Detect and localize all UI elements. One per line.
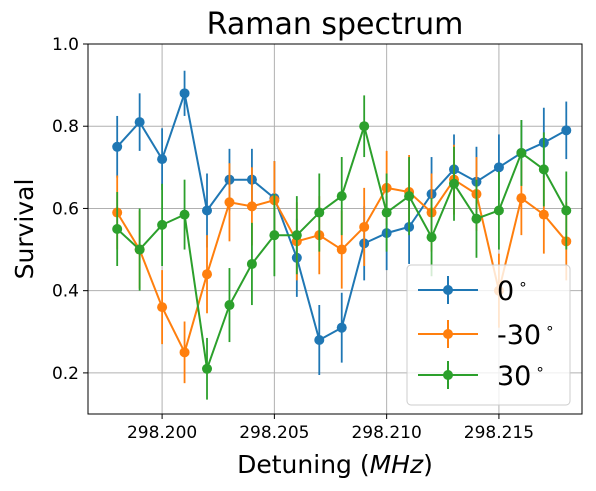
- y-tick-label: 0.6: [52, 199, 79, 219]
- data-point: [246, 201, 257, 212]
- data-point: [359, 221, 370, 232]
- data-point: [516, 193, 527, 204]
- legend-item-30deg: 30 ∘: [418, 360, 545, 392]
- x-tick-label: 298.210: [351, 423, 421, 443]
- legend-item-0deg: 0 ∘: [418, 275, 528, 307]
- x-axis-label-suffix: ): [423, 450, 433, 479]
- y-tick-label: 1.0: [52, 35, 79, 55]
- legend-items: 0 ∘ -30 ∘ 30 ∘: [418, 275, 555, 392]
- data-point: [179, 209, 190, 220]
- legend-marker: [443, 285, 453, 295]
- data-point: [157, 219, 168, 230]
- data-point: [291, 230, 302, 241]
- y-tick-label: 0.8: [52, 117, 79, 137]
- y-tick-label: 0.4: [52, 282, 79, 302]
- data-point: [538, 209, 549, 220]
- data-point: [561, 205, 572, 216]
- data-point: [336, 191, 347, 202]
- data-point: [224, 197, 235, 208]
- data-point: [157, 154, 168, 165]
- x-axis-label-prefix: Detuning (: [237, 450, 369, 479]
- data-point: [359, 121, 370, 132]
- axis-ticks: 298.200 298.205 298.210 298.215 0.2 0.4 0.6 0.8…: [52, 35, 534, 443]
- plot-frame: [87, 43, 583, 415]
- legend-marker: [443, 370, 453, 380]
- legend-label: -30 ∘: [497, 319, 555, 351]
- legend-marker: [443, 329, 453, 339]
- data-point: [269, 230, 280, 241]
- data-point: [179, 88, 190, 99]
- data-point: [202, 269, 213, 280]
- data-point: [336, 244, 347, 255]
- data-point: [404, 191, 415, 202]
- data-point: [134, 244, 145, 255]
- legend-item-minus30deg: -30 ∘: [418, 319, 555, 351]
- x-axis-label: Detuning (MHz): [237, 450, 433, 479]
- data-point: [336, 322, 347, 333]
- data-point: [538, 164, 549, 175]
- data-point: [224, 300, 235, 311]
- data-point: [179, 347, 190, 358]
- data-point: [426, 232, 437, 243]
- legend-label: 30 ∘: [497, 360, 545, 392]
- data-point: [314, 335, 325, 345]
- x-tick-label: 298.215: [464, 423, 534, 443]
- x-tick-label: 298.205: [239, 423, 309, 443]
- data-point: [471, 213, 482, 224]
- legend-label: 0 ∘: [497, 275, 528, 307]
- data-point: [381, 207, 392, 218]
- data-point: [134, 117, 145, 128]
- data-point: [449, 178, 460, 189]
- data-point: [561, 125, 572, 136]
- y-axis-label: Survival: [10, 179, 39, 280]
- data-point: [493, 205, 504, 216]
- data-point: [202, 363, 213, 374]
- data-point: [202, 205, 213, 216]
- x-axis-label-unit: MHz: [370, 450, 424, 479]
- data-point: [516, 147, 527, 158]
- data-point: [314, 207, 325, 218]
- data-point: [493, 162, 504, 173]
- chart-title: Raman spectrum: [207, 7, 464, 42]
- data-point: [112, 141, 123, 152]
- legend: 0 ∘ -30 ∘ 30 ∘: [406, 264, 571, 406]
- data-point: [157, 302, 168, 313]
- data-point: [112, 224, 123, 234]
- series-30deg: [112, 95, 572, 400]
- series-layer: [112, 70, 572, 400]
- x-tick-label: 298.200: [127, 423, 197, 443]
- data-point: [246, 258, 257, 269]
- y-tick-label: 0.2: [52, 364, 79, 384]
